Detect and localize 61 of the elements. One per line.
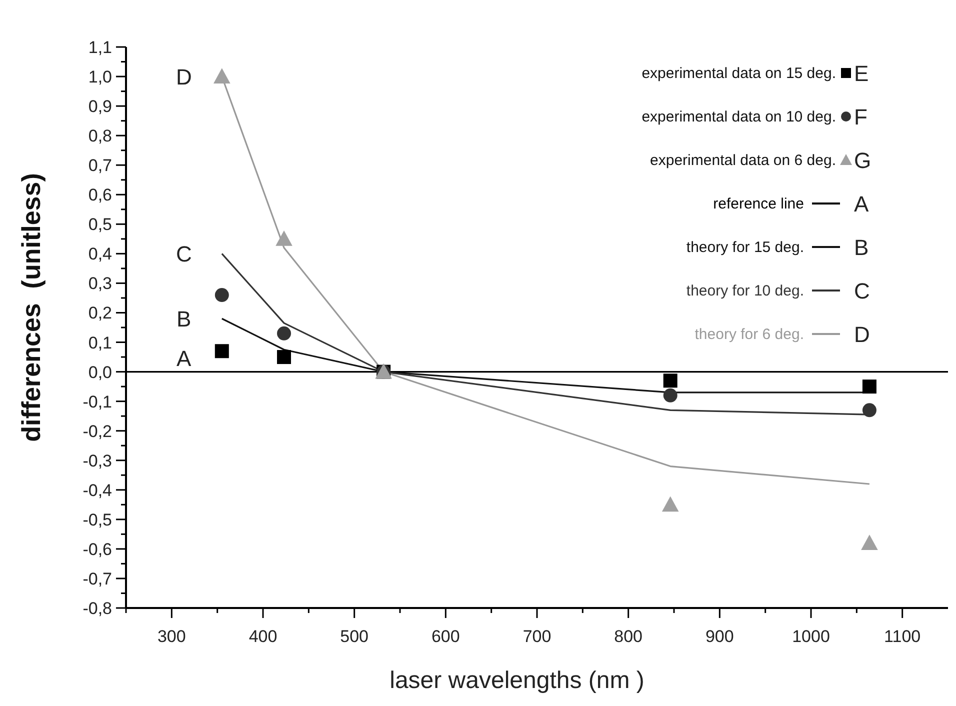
y-tick-label: 0,0 xyxy=(88,362,112,382)
y-tick-label: -0,8 xyxy=(82,599,112,618)
x-tick-label: 1000 xyxy=(792,627,830,646)
y-tick-label: 0,7 xyxy=(88,156,112,176)
y-tick-label: -0,1 xyxy=(82,392,112,412)
y-tick-label: 0,6 xyxy=(88,186,112,205)
annotation: C xyxy=(176,242,192,267)
annotation: E xyxy=(854,61,869,86)
y-tick-label: 0,2 xyxy=(88,304,112,323)
y-tick-label: 1,1 xyxy=(88,38,112,57)
x-tick-label: 600 xyxy=(431,627,460,646)
y-tick-label: -0,2 xyxy=(82,422,112,441)
legend-label: theory for 15 deg. xyxy=(686,239,804,256)
x-tick-label: 500 xyxy=(340,627,369,646)
text: C xyxy=(854,278,870,304)
x-tick-label: 300 xyxy=(157,627,186,646)
text: B xyxy=(854,235,869,260)
text: D xyxy=(854,322,870,347)
point xyxy=(862,380,876,394)
x-tick-label: 700 xyxy=(522,627,552,646)
text: A xyxy=(854,192,869,216)
y-tick-label: -0,6 xyxy=(82,540,112,559)
point xyxy=(214,288,229,302)
y-tick-label: -0,7 xyxy=(82,569,112,588)
annotation: D xyxy=(176,64,192,90)
y-tick-label: -0,3 xyxy=(82,451,112,470)
y-axis-title: differences (unitless) xyxy=(16,173,46,442)
point xyxy=(214,344,229,358)
legend-label: experimental data on 10 deg. xyxy=(642,108,836,126)
legend-label: reference line xyxy=(713,196,804,212)
y-tick-label: 0,8 xyxy=(88,126,112,146)
x-tick-label: 900 xyxy=(705,627,734,646)
y-tick-label: 0,5 xyxy=(88,215,112,234)
annotation: A xyxy=(176,346,192,371)
annotation: F xyxy=(854,104,868,130)
annotation: G xyxy=(854,148,872,173)
point xyxy=(662,496,679,512)
x-tick-label: 800 xyxy=(614,627,643,646)
point xyxy=(277,350,292,364)
y-tick-label: 1,0 xyxy=(88,68,112,87)
x-axis-title: laser wavelengths (nm ) xyxy=(390,667,644,694)
point xyxy=(663,374,678,388)
point xyxy=(276,230,292,246)
y-tick-label: 0,4 xyxy=(88,244,112,264)
point xyxy=(861,534,878,550)
legend-label: theory for 10 deg. xyxy=(686,282,804,300)
annotation: B xyxy=(176,306,192,332)
x-tick-label: 400 xyxy=(248,627,278,646)
legend-label: experimental data on 6 deg. xyxy=(650,152,836,169)
legend-label: experimental data on 15 deg. xyxy=(642,65,836,82)
y-tick-label: 0,9 xyxy=(88,97,112,116)
point xyxy=(214,68,230,84)
y-tick-label: -0,4 xyxy=(82,480,112,500)
legend-label: theory for 6 deg. xyxy=(694,326,804,343)
point xyxy=(862,403,876,418)
point xyxy=(277,326,292,340)
y-tick-label: 0,1 xyxy=(88,333,112,352)
y-tick-label: 0,3 xyxy=(88,274,112,294)
y-tick-label: -0,5 xyxy=(82,510,112,530)
point xyxy=(663,388,678,402)
x-tick-label: 1100 xyxy=(884,627,921,646)
